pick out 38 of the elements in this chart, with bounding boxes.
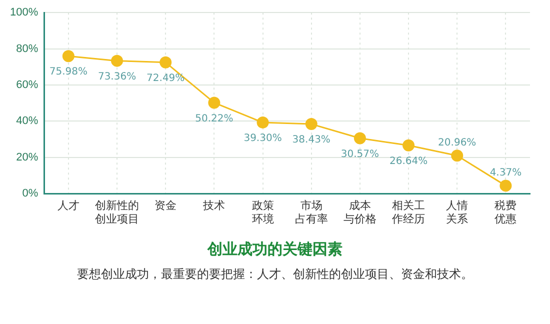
text: 创业成功的关键因素 xyxy=(206,240,344,259)
text: 75.98% xyxy=(49,66,88,78)
x-tick-label: 成本与价格 xyxy=(343,199,376,226)
x-tick-label: 资金 xyxy=(154,200,177,212)
x-tick-label: 创新性的创业项目 xyxy=(95,199,140,226)
point xyxy=(354,132,366,144)
y-tick-label: 60% xyxy=(16,79,38,92)
y-tick-label: 80% xyxy=(16,42,38,55)
text: 4.37% xyxy=(490,167,522,178)
text: 73.36% xyxy=(98,71,136,82)
x-tick-label: 人情关系 xyxy=(446,199,468,226)
y-tick-label: 40% xyxy=(16,115,38,128)
point xyxy=(208,96,220,109)
x-tick-label: 税费优惠 xyxy=(494,199,517,226)
x-tick-label: 市场占有率 xyxy=(294,199,328,226)
text: 39.30% xyxy=(244,133,282,144)
point xyxy=(256,116,269,128)
x-tick-label: 技术 xyxy=(202,199,226,212)
text: 30.57% xyxy=(340,148,380,160)
text: 20.96% xyxy=(438,137,476,148)
point xyxy=(500,180,512,192)
x-tick-label: 相关工作经历 xyxy=(391,199,426,226)
point xyxy=(62,50,74,62)
text: 38.43% xyxy=(292,134,330,146)
y-tick-label: 0% xyxy=(22,188,38,200)
point xyxy=(402,139,415,152)
text: 26.64% xyxy=(389,156,428,167)
point xyxy=(451,150,464,162)
text: 50.22% xyxy=(195,113,234,124)
text: 72.49% xyxy=(146,72,185,84)
x-tick-label: 政策环境 xyxy=(252,200,274,226)
point xyxy=(305,118,318,130)
text: 要想创业成功，最重要的要把握：人才、创新性的创业项目、资金和技术。 xyxy=(76,266,474,283)
point xyxy=(160,56,172,68)
y-tick-label: 100% xyxy=(10,6,38,19)
y-tick-label: 20% xyxy=(16,151,38,164)
point xyxy=(111,54,124,67)
x-tick-label: 人才 xyxy=(57,199,80,212)
